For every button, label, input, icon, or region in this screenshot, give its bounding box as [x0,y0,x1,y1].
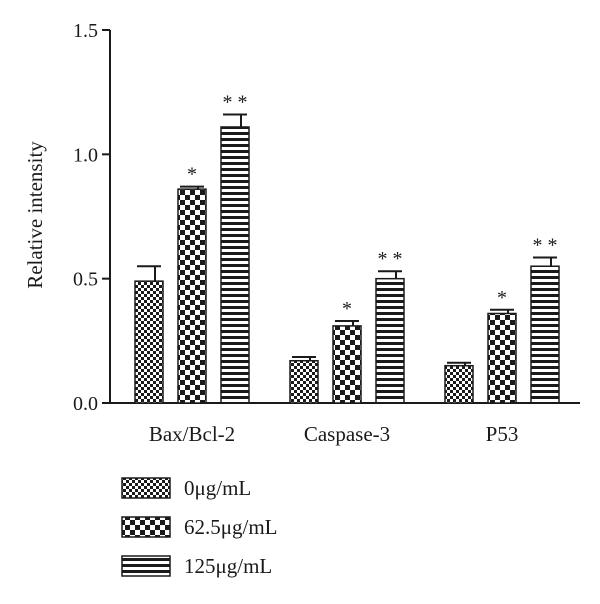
legend-label: 0μg/mL [184,476,251,500]
significance-label: * [187,164,197,186]
bar [289,359,319,404]
significance-label: * * [378,248,403,270]
labels: 0.0 0.5 1.0 1.5 * * * Bax/Bcl-2 * * * Caspase-3 * *… [73,20,558,446]
bar [332,325,362,404]
significance-label: * * [223,92,248,114]
y-tick-label: 0.5 [73,269,98,291]
y-tick-label: 1.5 [73,20,98,42]
bar [444,364,474,404]
legend-label: 62.5μg/mL [184,515,278,539]
bar [177,188,207,404]
bar [220,126,250,404]
y-axis-title: Relative intensity [23,141,47,289]
significance-label: * * [533,235,558,257]
bar [530,265,560,404]
bar [375,277,405,404]
legend: 0μg/mL 62.5μg/mL 125μg/mL [121,476,278,578]
y-tick-label: 0.0 [73,393,98,415]
x-category-label: P53 [486,422,519,446]
bar [134,280,164,404]
legend-swatch [121,516,171,538]
significance-label: * [342,298,352,320]
bar [487,312,517,404]
legend-swatch [121,477,171,499]
x-category-label: Caspase-3 [304,422,390,446]
bars [134,113,560,404]
significance-label: * [497,287,507,309]
legend-label: 125μg/mL [184,554,272,578]
y-tick-label: 1.0 [73,144,98,166]
x-category-label: Bax/Bcl-2 [149,422,235,446]
legend-swatch [121,555,171,577]
